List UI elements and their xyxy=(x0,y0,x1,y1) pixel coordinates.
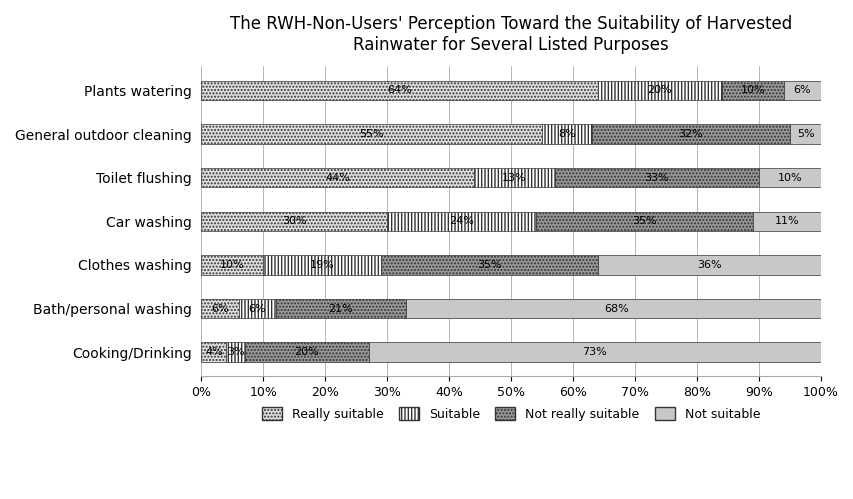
Bar xyxy=(758,168,820,188)
Text: 24%: 24% xyxy=(449,217,473,227)
Bar xyxy=(789,124,820,144)
Text: 6%: 6% xyxy=(248,303,266,314)
Bar xyxy=(380,255,597,275)
Text: 68%: 68% xyxy=(604,303,629,314)
Bar xyxy=(597,80,721,100)
Text: 73%: 73% xyxy=(582,347,606,357)
Text: 20%: 20% xyxy=(294,347,319,357)
Bar xyxy=(387,212,536,231)
Text: 3%: 3% xyxy=(227,347,244,357)
Bar xyxy=(201,299,238,318)
Bar xyxy=(201,342,226,362)
Bar xyxy=(542,124,591,144)
Bar xyxy=(368,342,820,362)
Text: 13%: 13% xyxy=(502,173,526,183)
Text: 21%: 21% xyxy=(328,303,353,314)
Text: 10%: 10% xyxy=(777,173,802,183)
Bar xyxy=(245,342,368,362)
Bar xyxy=(226,342,245,362)
Text: 10%: 10% xyxy=(220,260,245,270)
Bar xyxy=(201,212,387,231)
Text: 4%: 4% xyxy=(205,347,223,357)
Text: 6%: 6% xyxy=(792,85,810,95)
Bar xyxy=(238,299,276,318)
Text: 19%: 19% xyxy=(310,260,334,270)
Text: 6%: 6% xyxy=(211,303,229,314)
Text: 11%: 11% xyxy=(774,217,798,227)
Bar xyxy=(752,212,820,231)
Text: 10%: 10% xyxy=(740,85,764,95)
Bar xyxy=(473,168,554,188)
Bar xyxy=(597,255,820,275)
Text: 30%: 30% xyxy=(281,217,306,227)
Bar xyxy=(201,124,542,144)
Bar xyxy=(263,255,380,275)
Text: 35%: 35% xyxy=(477,260,502,270)
Legend: Really suitable, Suitable, Not really suitable, Not suitable: Really suitable, Suitable, Not really su… xyxy=(257,402,764,426)
Text: 35%: 35% xyxy=(631,217,656,227)
Bar xyxy=(201,255,263,275)
Bar xyxy=(536,212,752,231)
Text: 8%: 8% xyxy=(558,129,575,139)
Bar xyxy=(201,80,597,100)
Bar xyxy=(721,80,783,100)
Text: 5%: 5% xyxy=(796,129,814,139)
Bar xyxy=(591,124,789,144)
Bar xyxy=(783,80,820,100)
Title: The RWH-Non-Users' Perception Toward the Suitability of Harvested
Rainwater for : The RWH-Non-Users' Perception Toward the… xyxy=(229,15,792,54)
Text: 44%: 44% xyxy=(325,173,350,183)
Text: 32%: 32% xyxy=(678,129,703,139)
Text: 64%: 64% xyxy=(387,85,412,95)
Bar xyxy=(405,299,827,318)
Bar xyxy=(201,168,473,188)
Bar xyxy=(554,168,758,188)
Text: 20%: 20% xyxy=(647,85,671,95)
Bar xyxy=(276,299,405,318)
Text: 55%: 55% xyxy=(359,129,384,139)
Text: 33%: 33% xyxy=(644,173,669,183)
Text: 36%: 36% xyxy=(696,260,721,270)
